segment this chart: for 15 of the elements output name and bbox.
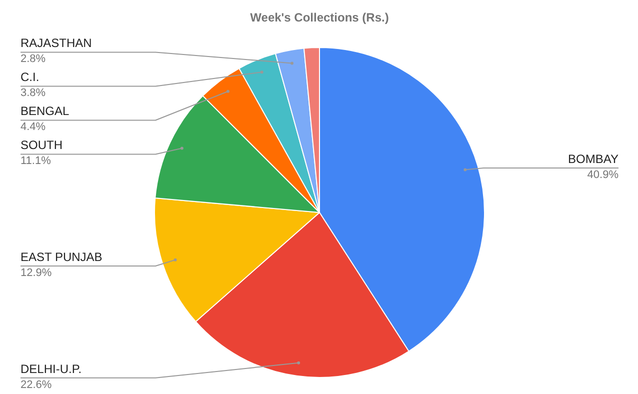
data-label: 2.8% <box>20 53 46 66</box>
data-label: 12.9% <box>20 266 52 279</box>
chart-title: Week's Collections (Rs.) <box>250 10 389 24</box>
slice-label: DELHI-U.P. <box>20 362 82 376</box>
slice-label: C.I. <box>20 70 40 84</box>
slice-label: SOUTH <box>20 138 62 152</box>
slice-label: BENGAL <box>20 104 70 118</box>
slice-label: EAST PUNJAB <box>20 250 102 264</box>
slice-label: BOMBAY <box>568 152 619 166</box>
data-label: 22.6% <box>20 378 52 391</box>
data-label: 4.4% <box>20 121 46 134</box>
slice-label: RAJASTHAN <box>20 36 92 50</box>
data-label: 40.9% <box>587 168 619 181</box>
data-label: 3.8% <box>20 87 46 100</box>
data-label: 11.1% <box>20 155 52 168</box>
